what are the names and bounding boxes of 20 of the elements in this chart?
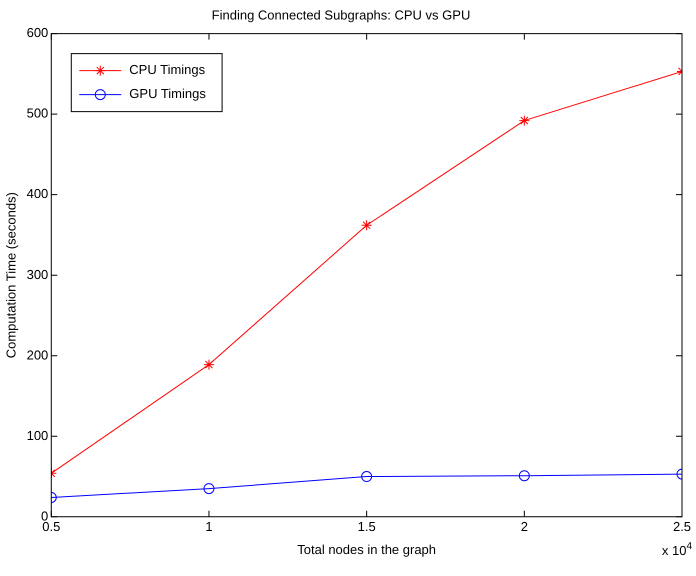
y-tick-label: 200 xyxy=(26,347,48,362)
point xyxy=(361,220,372,231)
legend-label: CPU Timings xyxy=(129,62,206,78)
y-tick-label: 100 xyxy=(26,428,48,443)
x-axis-title: Total nodes in the graph xyxy=(297,542,436,557)
y-tick-label: 600 xyxy=(26,25,48,40)
y-axis-title: Computation Time (seconds) xyxy=(3,192,18,358)
point xyxy=(518,470,530,482)
point xyxy=(361,471,372,482)
x-tick-label: 1 xyxy=(205,519,213,534)
legend-label: GPU Timings xyxy=(129,86,206,102)
chart-title: Finding Connected Subgraphs: CPU vs GPU xyxy=(212,7,470,22)
y-tick-label: 500 xyxy=(26,106,48,121)
point xyxy=(518,115,530,126)
x-tick-label: 1.5 xyxy=(358,519,376,534)
y-tick-label: 400 xyxy=(26,186,48,202)
y-tick-label: 300 xyxy=(26,266,48,282)
x-tick-label: 2.5 xyxy=(672,519,692,534)
x-tick-label: 2 xyxy=(520,519,528,534)
y-tick-label: 0 xyxy=(41,508,48,524)
